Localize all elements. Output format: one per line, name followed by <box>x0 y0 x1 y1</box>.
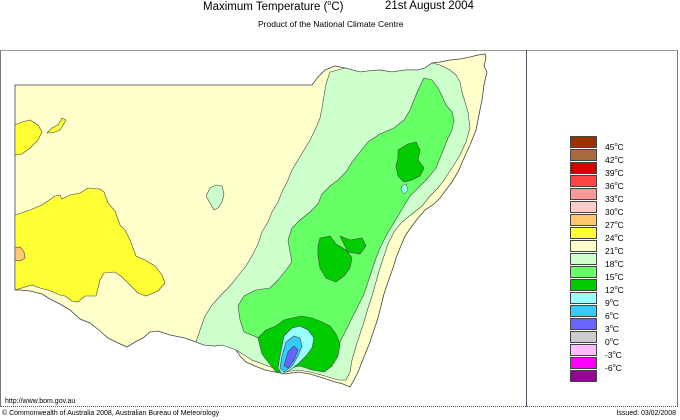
band-24-27-southwest <box>14 187 166 303</box>
legend-swatch-9-12 <box>570 292 597 304</box>
legend-swatch-33-36 <box>570 188 597 200</box>
legend-swatch-minus3-0 <box>570 344 597 356</box>
legend-swatch-42-45 <box>570 149 597 161</box>
map-date: 21st August 2004 <box>385 0 474 12</box>
legend-swatch-12-15 <box>570 279 597 291</box>
band-18-21-island <box>205 184 225 211</box>
band-12-15-north <box>395 141 425 183</box>
legend-label: 33oC <box>605 194 624 204</box>
legend-swatch-3-6 <box>570 318 597 330</box>
copyright-notice: © Commonwealth of Australia 2008, Austra… <box>2 410 220 417</box>
legend-swatch-15-18 <box>570 266 597 278</box>
legend-swatch-36-39 <box>570 175 597 187</box>
legend-label: -3oC <box>605 350 622 360</box>
legend-swatch-below-minus6 <box>570 370 597 382</box>
band-12-15-central <box>317 235 353 283</box>
legend-label: 21oC <box>605 246 624 256</box>
legend-label: 9oC <box>605 298 619 308</box>
legend-swatch-24-27 <box>570 227 597 239</box>
band-12-15-central2 <box>339 235 367 255</box>
legend-swatch-27-30 <box>570 214 597 226</box>
legend-label: 42oC <box>605 155 624 165</box>
map-subtitle: Product of the National Climate Centre <box>258 19 404 29</box>
legend-label: 6oC <box>605 311 619 321</box>
legend-swatch-0-3 <box>570 331 597 343</box>
band-27-30-spot <box>14 246 26 262</box>
issued-date: Issued: 03/02/2008 <box>616 410 676 417</box>
legend-swatch-above-45 <box>570 136 597 148</box>
legend-label: 18oC <box>605 259 624 269</box>
legend-label: 24oC <box>605 233 624 243</box>
legend-label: 27oC <box>605 220 624 230</box>
band-24-27-island <box>46 117 67 134</box>
legend-divider <box>526 50 527 407</box>
legend-swatch-minus6-minus3 <box>570 357 597 369</box>
legend-label: 12oC <box>605 285 624 295</box>
band-9-12-spot <box>400 183 409 195</box>
title-text: Maximum Temperature (oC) <box>203 0 344 13</box>
band-24-27-northwest <box>14 119 43 156</box>
legend-swatch-39-42 <box>570 162 597 174</box>
band-3-6-peak <box>283 345 299 369</box>
legend-label: 36oC <box>605 181 624 191</box>
legend-label: 39oC <box>605 168 624 178</box>
legend-swatch-18-21 <box>570 253 597 265</box>
map-frame <box>0 50 678 407</box>
legend-label: 45oC <box>605 142 624 152</box>
source-url: http://www.bom.gov.au <box>5 398 76 405</box>
legend-swatch-21-24 <box>570 240 597 252</box>
legend-label: 3oC <box>605 324 619 334</box>
legend-swatch-30-33 <box>570 201 597 213</box>
legend-label: 0oC <box>605 337 619 347</box>
map-title: Maximum Temperature (oC) 21st August 200… <box>0 0 680 16</box>
legend-label: 15oC <box>605 272 624 282</box>
legend-label: -6oC <box>605 363 622 373</box>
legend-swatch-6-9 <box>570 305 597 317</box>
legend-label: 30oC <box>605 207 624 217</box>
